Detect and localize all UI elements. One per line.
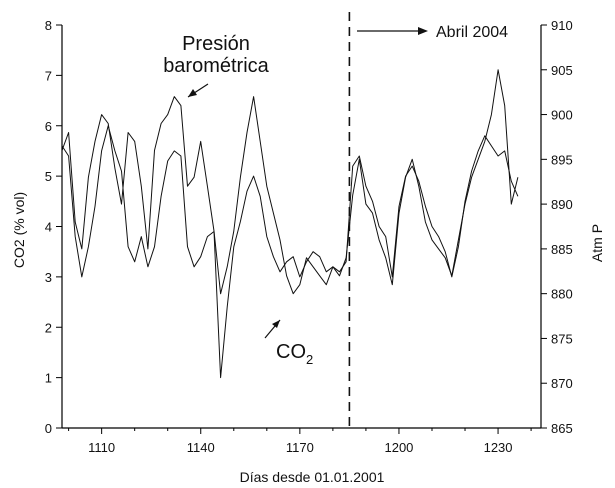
y-right-tick-label: 875 bbox=[551, 331, 573, 346]
pressure-label-line1: Presión bbox=[182, 33, 250, 55]
y-right-tick-label: 900 bbox=[551, 108, 573, 123]
y-axis-right-title: Atm P bbox=[589, 224, 605, 262]
x-tick-label: 1110 bbox=[88, 440, 115, 455]
x-axis-title: Días desde 01.01.2001 bbox=[240, 469, 385, 485]
y-axis-left-title: CO2 (% vol) bbox=[11, 192, 27, 268]
series-line-pressure bbox=[61, 69, 519, 295]
y-left-tick-label: 8 bbox=[45, 18, 52, 33]
y-left-tick-label: 6 bbox=[45, 119, 52, 134]
y-right-tick-label: 890 bbox=[551, 197, 573, 212]
y-left-tick-label: 2 bbox=[45, 320, 52, 335]
y-right-tick-label: 895 bbox=[551, 152, 573, 167]
y-right-tick-label: 885 bbox=[551, 242, 573, 257]
co2-arrow-head bbox=[272, 320, 280, 328]
co2-label: CO2 bbox=[276, 341, 313, 367]
y-right-tick-label: 880 bbox=[551, 287, 573, 302]
y-right-tick-label: 910 bbox=[551, 18, 573, 33]
pressure-arrow-head bbox=[188, 89, 197, 97]
x-tick-label: 1230 bbox=[484, 440, 513, 455]
ticks: 1110 1140 1170 1200 1230 0 1 2 3 4 5 6 7 8 865 870 875 88… bbox=[45, 18, 573, 455]
y-left-tick-label: 5 bbox=[45, 169, 52, 184]
y-left-tick-label: 7 bbox=[45, 68, 52, 83]
event-arrow-head bbox=[418, 27, 428, 35]
x-tick-label: 1200 bbox=[384, 440, 413, 455]
event-label: Abril 2004 bbox=[436, 24, 508, 41]
y-left-tick-label: 0 bbox=[45, 421, 52, 436]
y-right-tick-label: 905 bbox=[551, 63, 573, 78]
x-tick-label: 1140 bbox=[187, 440, 215, 455]
co2-label-sub: 2 bbox=[306, 352, 313, 367]
y-right-tick-label: 865 bbox=[551, 421, 573, 436]
y-right-tick-label: 870 bbox=[551, 376, 573, 391]
series-line-co2 bbox=[61, 125, 519, 379]
y-left-tick-label: 4 bbox=[45, 220, 52, 235]
y-left-tick-label: 1 bbox=[45, 371, 52, 386]
plot-lines bbox=[61, 69, 519, 379]
x-tick-label: 1170 bbox=[286, 440, 314, 455]
pressure-label-line2: barométrica bbox=[163, 55, 269, 77]
co2-label-main: CO bbox=[276, 341, 306, 363]
y-left-tick-label: 3 bbox=[45, 270, 52, 285]
axes bbox=[61, 25, 542, 429]
